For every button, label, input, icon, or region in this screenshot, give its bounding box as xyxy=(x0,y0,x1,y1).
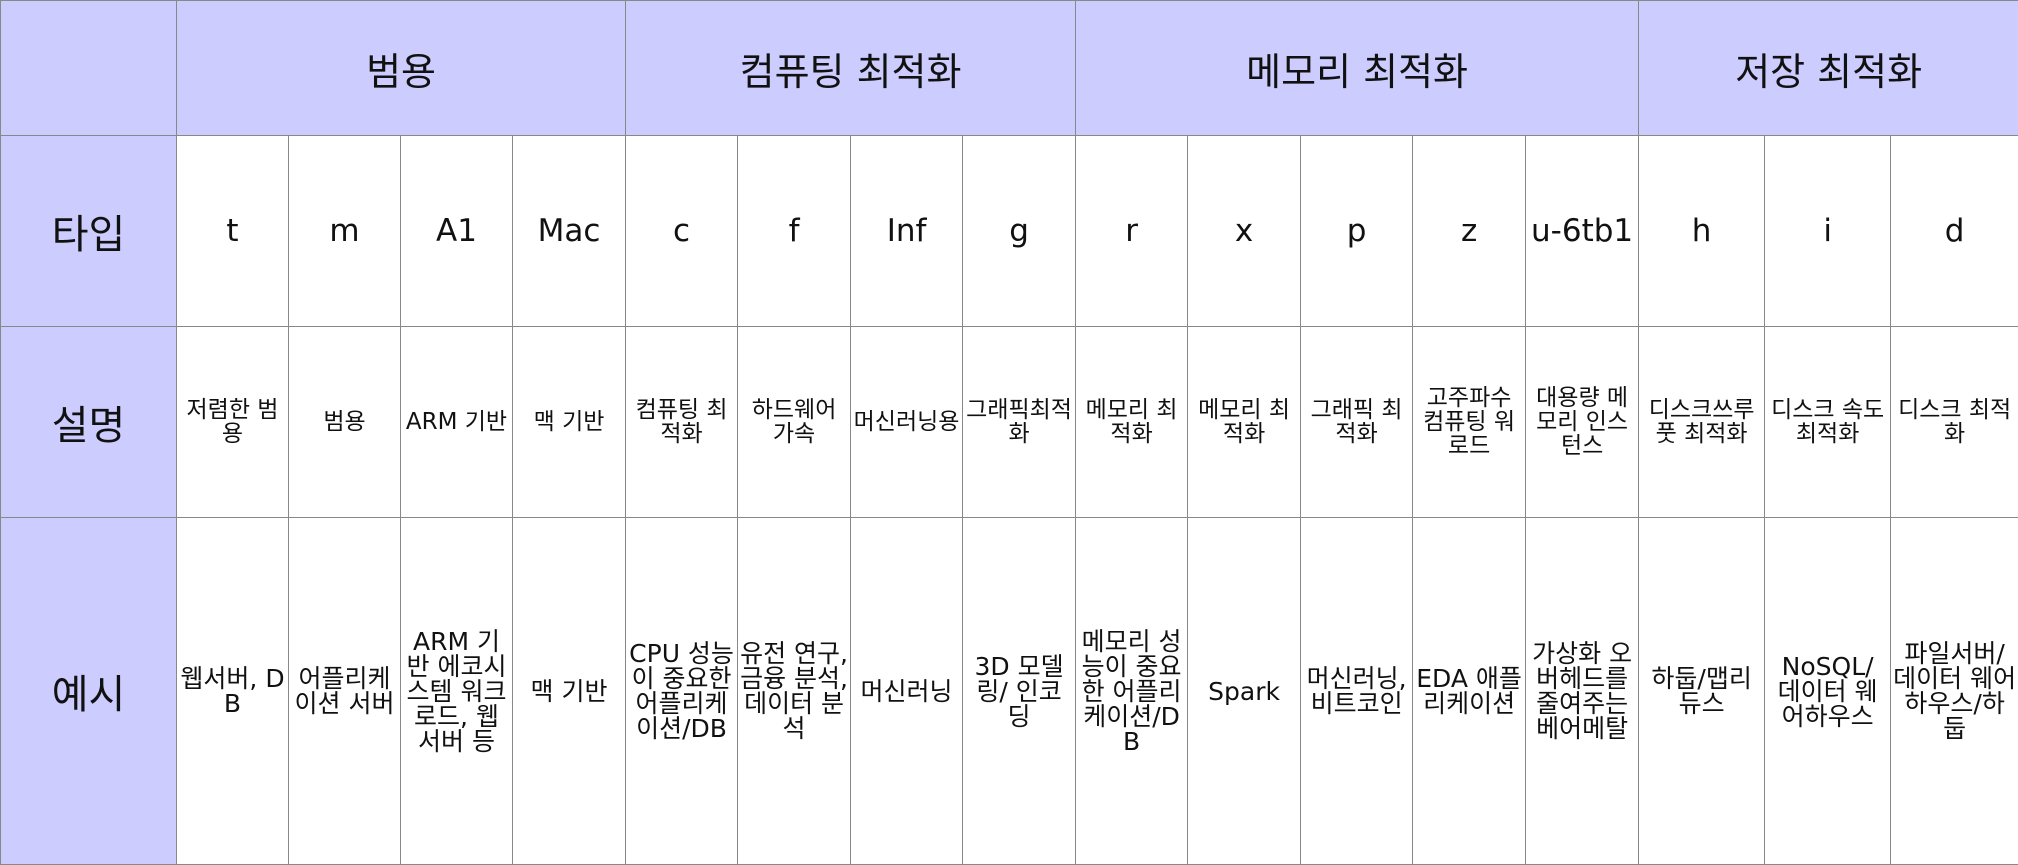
example-cell: EDA 애플리케이션 xyxy=(1413,518,1526,865)
description-cell: 그래픽최적화 xyxy=(963,327,1076,518)
type-cell: r xyxy=(1076,136,1188,327)
description-cell: 하드웨어 가속 xyxy=(738,327,851,518)
example-cell: 어플리케이션 서버 xyxy=(289,518,401,865)
example-cell: 머신러닝, 비트코인 xyxy=(1301,518,1413,865)
type-cell: p xyxy=(1301,136,1413,327)
type-cell: c xyxy=(626,136,738,327)
example-cell: 파일서버/ 데이터 웨어하우스/하둡 xyxy=(1891,518,2018,865)
type-cell: h xyxy=(1639,136,1765,327)
type-cell: x xyxy=(1188,136,1301,327)
example-cell: 머신러닝 xyxy=(851,518,963,865)
description-cell: 고주파수 컴퓨팅 워로드 xyxy=(1413,327,1526,518)
description-cell: 메모리 최적화 xyxy=(1188,327,1301,518)
type-cell: z xyxy=(1413,136,1526,327)
description-cell: 대용량 메모리 인스턴스 xyxy=(1526,327,1639,518)
example-cell: Spark xyxy=(1188,518,1301,865)
type-cell: Mac xyxy=(513,136,626,327)
category-storage-optimized: 저장 최적화 xyxy=(1639,1,2018,136)
example-cell: 맥 기반 xyxy=(513,518,626,865)
description-cell: 디스크 최적화 xyxy=(1891,327,2018,518)
example-cell: 유전 연구, 금융 분석, 데이터 분석 xyxy=(738,518,851,865)
description-cell: 범용 xyxy=(289,327,401,518)
description-cell: 맥 기반 xyxy=(513,327,626,518)
type-cell: u-6tb1 xyxy=(1526,136,1639,327)
type-cell: Inf xyxy=(851,136,963,327)
description-cell: ARM 기반 xyxy=(401,327,513,518)
description-cell: 머신러닝용 xyxy=(851,327,963,518)
type-cell: t xyxy=(177,136,289,327)
category-compute-optimized: 컴퓨팅 최적화 xyxy=(626,1,1076,136)
type-cell: g xyxy=(963,136,1076,327)
example-cell: 가상화 오버헤드를 줄여주는 베어메탈 xyxy=(1526,518,1639,865)
category-general: 범용 xyxy=(177,1,626,136)
row-header-description: 설명 xyxy=(1,327,177,518)
row-header-example: 예시 xyxy=(1,518,177,865)
example-cell: 메모리 성능이 중요한 어플리케이션/DB xyxy=(1076,518,1188,865)
type-cell: A1 xyxy=(401,136,513,327)
example-cell: 하둡/맵리듀스 xyxy=(1639,518,1765,865)
row-header-type: 타입 xyxy=(1,136,177,327)
description-cell: 디스크쓰루풋 최적화 xyxy=(1639,327,1765,518)
category-memory-optimized: 메모리 최적화 xyxy=(1076,1,1639,136)
example-cell: 3D 모델링/ 인코딩 xyxy=(963,518,1076,865)
type-cell: i xyxy=(1765,136,1891,327)
description-cell: 컴퓨팅 최적화 xyxy=(626,327,738,518)
type-cell: f xyxy=(738,136,851,327)
description-cell: 메모리 최적화 xyxy=(1076,327,1188,518)
example-cell: NoSQL/ 데이터 웨어하우스 xyxy=(1765,518,1891,865)
example-cell: 웹서버, DB xyxy=(177,518,289,865)
type-cell: d xyxy=(1891,136,2018,327)
description-cell: 그래픽 최적화 xyxy=(1301,327,1413,518)
type-cell: m xyxy=(289,136,401,327)
corner-cell xyxy=(1,1,177,136)
description-cell: 디스크 속도 최적화 xyxy=(1765,327,1891,518)
example-cell: ARM 기반 에코시스템 워크로드, 웹서버 등 xyxy=(401,518,513,865)
description-cell: 저렴한 범용 xyxy=(177,327,289,518)
example-cell: CPU 성능이 중요한 어플리케이션/DB xyxy=(626,518,738,865)
category-header-row: 범용 컴퓨팅 최적화 메모리 최적화 저장 최적화 xyxy=(1,1,2018,136)
